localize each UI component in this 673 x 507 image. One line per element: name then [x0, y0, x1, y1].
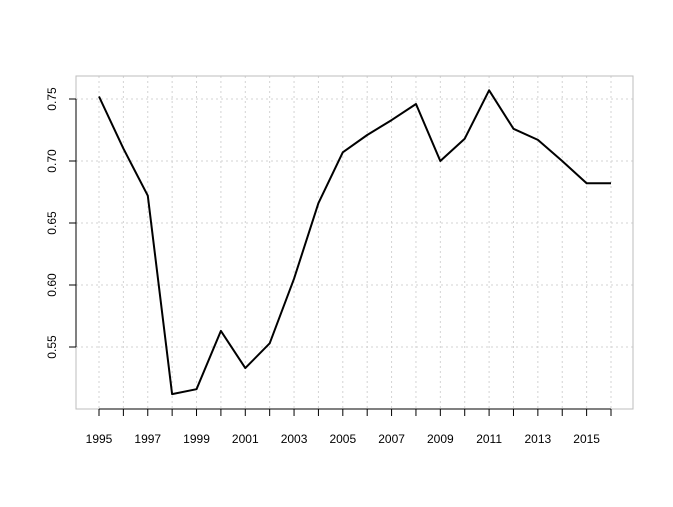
- x-tick-label: 2005: [329, 432, 356, 446]
- y-tick-label: 0.75: [45, 87, 59, 111]
- x-tick-label: 1995: [86, 432, 113, 446]
- x-tick-label: 2015: [573, 432, 600, 446]
- grid: [76, 76, 633, 409]
- series-line: [98, 89, 611, 396]
- x-tick-label: 2013: [525, 432, 552, 446]
- plot-area: [75, 75, 634, 410]
- series-group: [98, 89, 611, 396]
- x-tick-label: 2001: [232, 432, 259, 446]
- x-tick-label: 1999: [183, 432, 210, 446]
- y-tick-label: 0.65: [45, 211, 59, 235]
- y-axis: 0.55 0.60 0.65 0.70 0.75: [45, 87, 77, 359]
- x-tick-label: 2007: [378, 432, 405, 446]
- x-axis: 1995 1997 1999 2001 2003 2005 2007 2009 2011 2013…: [86, 408, 612, 446]
- x-tick-label: 1997: [134, 432, 161, 446]
- y-tick-label: 0.55: [45, 335, 59, 359]
- x-tick-label: 2011: [476, 432, 502, 446]
- y-tick-label: 0.70: [45, 149, 59, 173]
- x-tick-label: 2009: [427, 432, 454, 446]
- x-tick-label: 2003: [281, 432, 308, 446]
- y-tick-label: 0.60: [45, 273, 59, 297]
